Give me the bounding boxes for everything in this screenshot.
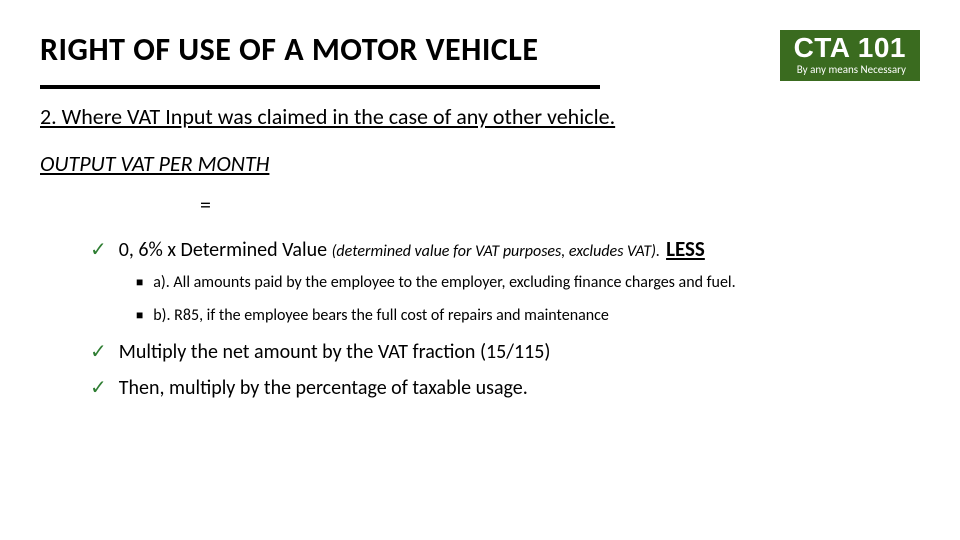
bullet-list: ✓ 0, 6% x Determined Value (determined v… (90, 236, 920, 263)
bullet-3-text: Then, multiply by the percentage of taxa… (119, 375, 528, 401)
bullet-2: ✓ Multiply the net amount by the VAT fra… (90, 339, 920, 365)
check-icon: ✓ (90, 237, 107, 262)
bullet-1-less: LESS (666, 236, 705, 262)
logo-main-text: CTA 101 (794, 34, 906, 62)
square-icon: ■ (136, 308, 143, 323)
bullet-1-prefix: 0, 6% x Determined Value (119, 238, 332, 262)
sub-b-text: b). R85, if the employee bears the full … (153, 306, 609, 325)
bullet-1: ✓ 0, 6% x Determined Value (determined v… (90, 236, 920, 263)
logo-badge: CTA 101 By any means Necessary (780, 30, 920, 81)
logo-sub-text: By any means Necessary (794, 64, 906, 75)
title-underline (40, 85, 600, 89)
subtitle: 2. Where VAT Input was claimed in the ca… (40, 103, 920, 130)
sub-a-text: a). All amounts paid by the employee to … (153, 273, 735, 292)
bullet-1-text: 0, 6% x Determined Value (determined val… (119, 236, 705, 263)
check-icon: ✓ (90, 375, 107, 400)
bullet-1-paren: (determined value for VAT purposes, excl… (332, 242, 661, 261)
section-label: OUTPUT VAT PER MONTH (40, 150, 920, 177)
page-title: RIGHT OF USE OF A MOTOR VEHICLE (40, 30, 538, 69)
equals-sign: = (200, 191, 920, 218)
sub-a: ■ a). All amounts paid by the employee t… (136, 273, 920, 292)
bullet-2-text: Multiply the net amount by the VAT fract… (119, 339, 551, 365)
square-icon: ■ (136, 275, 143, 290)
sub-b: ■ b). R85, if the employee bears the ful… (136, 306, 920, 325)
sub-list: ■ a). All amounts paid by the employee t… (136, 273, 920, 325)
bullet-list-2: ✓ Multiply the net amount by the VAT fra… (90, 339, 920, 401)
bullet-3: ✓ Then, multiply by the percentage of ta… (90, 375, 920, 401)
slide-container: RIGHT OF USE OF A MOTOR VEHICLE CTA 101 … (0, 0, 960, 431)
check-icon: ✓ (90, 339, 107, 364)
header-row: RIGHT OF USE OF A MOTOR VEHICLE CTA 101 … (40, 30, 920, 81)
